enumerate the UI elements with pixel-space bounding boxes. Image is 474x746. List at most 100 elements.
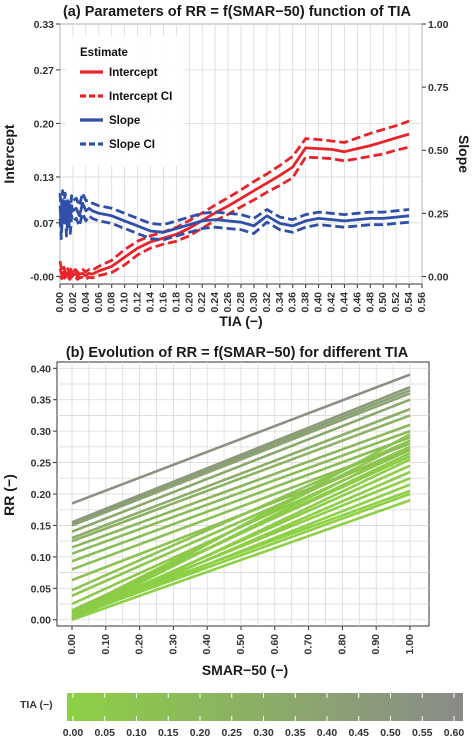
y-tick-label: 0.13 <box>34 172 55 184</box>
x-tick-label: 0.80 <box>336 634 348 655</box>
legend-entry-label: Slope <box>109 115 140 127</box>
slope-line <box>58 199 410 234</box>
colorbar-tick-label: 0.05 <box>95 727 116 739</box>
x-tick-label: 0.28 <box>235 292 247 313</box>
intercept-ci-line <box>58 119 410 275</box>
x-tick-label: 0.50 <box>377 292 389 313</box>
y-tick-label: 0.20 <box>34 118 55 130</box>
x-tick-label: 0.56 <box>416 292 428 313</box>
y-tick-label: 0.33 <box>34 19 55 31</box>
y-tick-label: 0.10 <box>31 552 52 564</box>
panel-a: (a) Parameters of RR = f(SMAR−50) functi… <box>1 4 472 329</box>
rr-line <box>71 436 411 563</box>
x-tick-label: 0.38 <box>300 292 312 313</box>
rr-line <box>71 373 411 505</box>
y-tick-label: 0.35 <box>31 395 52 407</box>
legend-entries: Intercept Intercept CI Slope Slope CI <box>80 67 172 151</box>
y2-tick-label: 0.25 <box>428 208 449 220</box>
legend-entry-label: Slope CI <box>109 139 155 151</box>
legend-entry-label: Intercept <box>109 67 158 79</box>
rr-line <box>71 414 411 543</box>
panel-a-y2-ticks: 0.00 0.25 0.50 0.75 1.00 <box>422 19 449 283</box>
rr-line <box>71 499 411 621</box>
x-tick-label: 0.00 <box>66 634 78 655</box>
colorbar-tick-label: 0.10 <box>126 727 147 739</box>
x-tick-label: 0.14 <box>145 292 157 313</box>
x-tick-label: 0.40 <box>201 634 213 655</box>
colorbar-tick-label: 0.25 <box>222 727 243 739</box>
rr-line <box>71 448 411 582</box>
colorbar-tick-label: 0.20 <box>190 727 211 739</box>
y-tick-label: 0.20 <box>31 489 52 501</box>
y2-tick-label: 0.00 <box>428 271 449 283</box>
panel-b: (b) Evolution of RR = f(SMAR−50) for dif… <box>1 345 430 678</box>
x-tick-label: 0.32 <box>261 292 273 313</box>
intercept-ci-line <box>58 145 410 281</box>
x-tick-label: 0.10 <box>100 634 112 655</box>
x-tick-label: 0.04 <box>80 292 92 313</box>
rr-line <box>71 429 411 555</box>
panel-b-y-ticks: 0.00 0.05 0.10 0.15 0.20 0.25 0.30 0.35 0.40 <box>31 363 57 627</box>
slope-ci-line <box>58 209 410 242</box>
x-tick-label: 0.30 <box>248 292 260 313</box>
y-tick-label: 0.40 <box>31 363 52 375</box>
colorbar-tick-label: 0.55 <box>412 727 433 739</box>
y2-tick-label: 1.00 <box>428 19 449 31</box>
x-tick-label: 0.30 <box>167 634 179 655</box>
x-tick-label: 0.24 <box>209 292 221 313</box>
colorbar-tick-label: 0.30 <box>253 727 274 739</box>
x-tick-label: 0.48 <box>364 292 376 313</box>
rr-line <box>71 483 411 620</box>
x-tick-label: 0.18 <box>170 292 182 313</box>
rr-line <box>71 407 411 540</box>
panel-b-x-ticks: 0.00 0.10 0.20 0.30 0.40 0.50 0.60 0.70 0.80 0.90… <box>66 626 416 654</box>
rr-line <box>71 442 411 571</box>
y-tick-label: -0.00 <box>30 271 54 283</box>
x-tick-label: 0.12 <box>132 292 144 313</box>
x-tick-label: 0.08 <box>106 292 118 313</box>
x-tick-label: 0.20 <box>183 292 195 313</box>
panel-a-x-axis-label: TIA (−) <box>219 313 262 329</box>
colorbar-tick-label: 0.45 <box>349 727 370 739</box>
x-tick-label: 0.16 <box>157 292 169 313</box>
colorbar-tick-label: 0.35 <box>285 727 306 739</box>
y-tick-label: 0.15 <box>31 520 52 532</box>
rr-line <box>71 448 411 606</box>
panel-a-legend: Estimate Intercept Intercept CI Slope Slope… <box>66 36 184 166</box>
x-tick-label: 0.20 <box>134 634 146 655</box>
x-tick-label: 0.02 <box>67 292 79 313</box>
x-tick-label: 0.60 <box>269 634 281 655</box>
colorbar-tick-label: 0.00 <box>63 727 84 739</box>
panel-b-gridlines <box>57 362 429 626</box>
rr-line <box>71 398 411 533</box>
x-tick-label: 0.00 <box>54 292 66 313</box>
panel-b-title: (b) Evolution of RR = f(SMAR−50) for dif… <box>66 345 409 361</box>
x-tick-label: 0.52 <box>390 292 402 313</box>
panel-a-x-ticks: 0.00 0.02 0.04 0.06 0.08 0.10 0.12 0.14 0.16 0.18… <box>54 284 428 312</box>
x-tick-label: 0.54 <box>403 292 415 313</box>
rr-line <box>71 455 411 612</box>
x-tick-label: 0.50 <box>235 634 247 655</box>
y-tick-label: 0.30 <box>31 426 52 438</box>
x-tick-label: 0.42 <box>326 292 338 313</box>
panel-b-y-axis-label: RR (−) <box>1 474 17 516</box>
x-tick-label: 0.40 <box>313 292 325 313</box>
panel-b-x-axis-label: SMAR−50 (−) <box>202 662 288 678</box>
y-tick-label: 0.07 <box>34 218 55 230</box>
x-tick-label: 0.34 <box>274 292 286 313</box>
x-tick-label: 0.36 <box>287 292 299 313</box>
x-tick-label: 0.26 <box>222 292 234 313</box>
colorbar-title: TIA (−) <box>20 699 53 711</box>
panel-a-y-ticks: -0.00 0.07 0.13 0.20 0.27 0.33 <box>30 19 60 283</box>
y-tick-label: 0.27 <box>34 65 55 77</box>
rr-line <box>71 423 411 549</box>
rr-line <box>71 389 411 526</box>
x-tick-label: 0.90 <box>370 634 382 655</box>
legend-entry-label: Intercept CI <box>109 91 172 103</box>
x-tick-label: 1.00 <box>404 634 416 655</box>
colorbar-gradient <box>67 693 463 721</box>
y2-tick-label: 0.50 <box>428 145 449 157</box>
colorbar-tick-label: 0.15 <box>158 727 179 739</box>
